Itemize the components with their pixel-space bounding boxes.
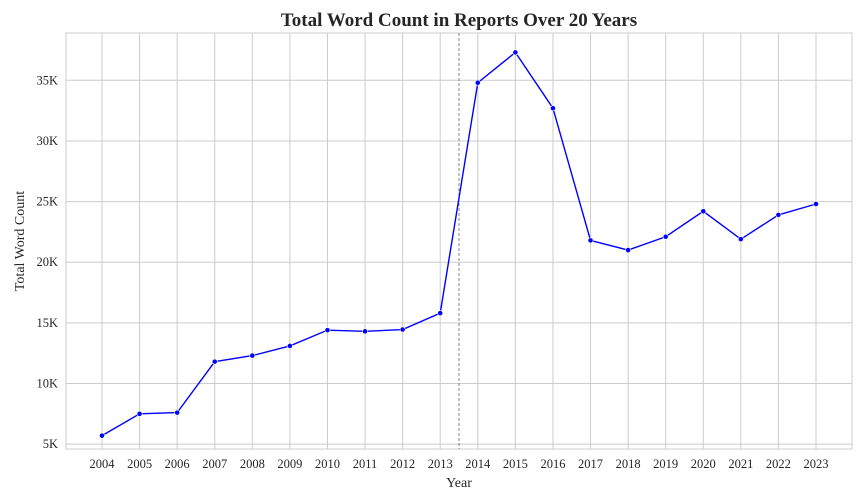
data-point: [737, 236, 744, 243]
y-tick-label: 15K: [36, 316, 58, 330]
data-point: [362, 328, 368, 335]
data-point: [286, 343, 293, 349]
x-axis-label: Year: [446, 476, 472, 491]
data-point: [587, 237, 594, 244]
data-point: [249, 352, 256, 359]
data-point: [550, 105, 556, 112]
x-tick-label: 2012: [390, 457, 415, 471]
y-axis-label: Total Word Count: [13, 191, 28, 291]
chart-title: Total Word Count in Reports Over 20 Year…: [281, 10, 637, 31]
x-tick-label: 2015: [503, 457, 528, 471]
x-tick-label: 2018: [616, 457, 641, 471]
y-tick-label: 5K: [43, 437, 58, 451]
x-tick-label: 2023: [804, 457, 829, 471]
data-point: [662, 233, 669, 240]
data-point: [324, 327, 331, 334]
data-point: [399, 326, 406, 333]
data-point: [813, 201, 819, 207]
x-tick-label: 2021: [728, 457, 753, 471]
data-point: [99, 432, 105, 439]
data-point: [437, 310, 444, 317]
x-tick-label: 2016: [540, 457, 565, 471]
y-tick-label: 10K: [36, 377, 58, 391]
x-tick-label: 2017: [578, 457, 603, 471]
x-tick-label: 2020: [691, 457, 716, 471]
x-tick-label: 2014: [465, 457, 491, 471]
data-point: [775, 212, 782, 218]
series-group: [99, 49, 819, 439]
x-tick-label: 2013: [428, 457, 453, 471]
x-tick-label: 2005: [127, 457, 152, 471]
data-point: [211, 358, 218, 365]
y-tick-label: 30K: [36, 134, 58, 148]
x-tick-label: 2004: [90, 457, 116, 471]
x-tick-label: 2019: [653, 457, 678, 471]
y-tick-label: 35K: [36, 73, 58, 87]
x-tick-label: 2010: [315, 457, 340, 471]
x-tick-label: 2022: [766, 457, 791, 471]
data-point: [474, 79, 481, 86]
x-tick-label: 2006: [165, 457, 190, 471]
series-line: [101, 51, 817, 437]
data-point: [625, 247, 632, 253]
x-tick-label: 2008: [240, 457, 265, 471]
data-point: [512, 49, 519, 56]
data-point: [174, 409, 181, 416]
data-point: [136, 410, 143, 417]
x-tick-label: 2007: [202, 457, 227, 471]
x-tick-label: 2011: [353, 457, 378, 471]
y-axis-ticks: 5K 10K 15K 20K 25K 30K 35K: [36, 73, 58, 451]
data-point: [700, 208, 707, 215]
y-tick-label: 20K: [36, 255, 58, 269]
x-tick-label: 2009: [277, 457, 302, 471]
y-tick-label: 25K: [36, 195, 58, 209]
x-axis-ticks: 2004 2005 2006 2007 2008 2009 2010 2011 2012 2013…: [90, 457, 829, 471]
